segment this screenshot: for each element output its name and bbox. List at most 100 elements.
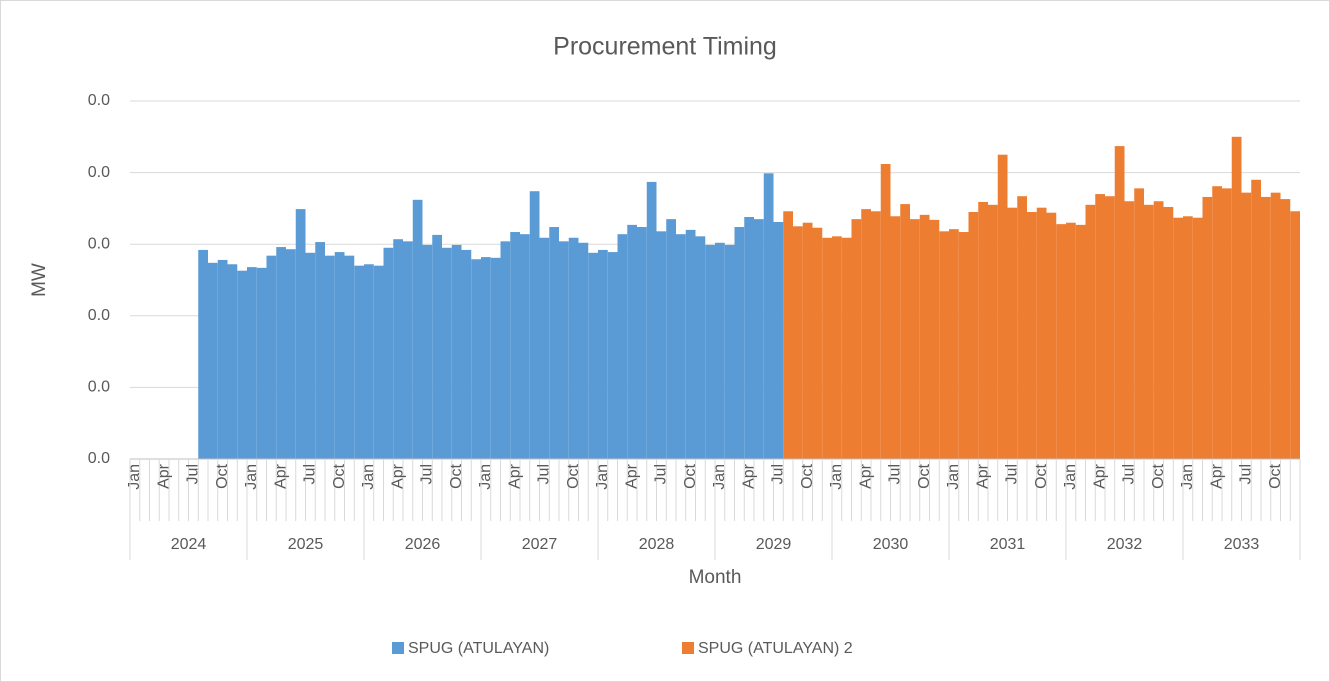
bar bbox=[588, 252, 598, 459]
x-group-label: 2028 bbox=[639, 536, 675, 553]
x-tick-label: Apr bbox=[974, 463, 991, 489]
bar bbox=[256, 267, 267, 459]
bar bbox=[783, 211, 793, 459]
bar bbox=[1163, 206, 1174, 459]
y-tick-label: 0.0 bbox=[88, 92, 110, 109]
bar bbox=[315, 242, 325, 459]
bar bbox=[1192, 217, 1203, 459]
x-group-label: 2031 bbox=[990, 536, 1026, 553]
bar bbox=[1114, 146, 1125, 459]
bar bbox=[1202, 196, 1213, 459]
x-tick-label: Oct bbox=[682, 463, 699, 488]
bar bbox=[793, 226, 803, 459]
bar bbox=[520, 234, 530, 459]
x-axis-label: Month bbox=[689, 567, 742, 588]
x-tick-label: Apr bbox=[155, 463, 172, 489]
bar bbox=[666, 219, 676, 459]
bar bbox=[247, 267, 257, 459]
bar bbox=[1241, 192, 1252, 459]
bar bbox=[919, 214, 930, 459]
bar bbox=[949, 229, 959, 459]
bar bbox=[276, 247, 286, 459]
bar bbox=[403, 241, 413, 459]
x-tick-label: Apr bbox=[1091, 463, 1108, 489]
bar bbox=[295, 209, 306, 459]
x-tick-label: Jan bbox=[477, 464, 494, 490]
bar bbox=[646, 181, 657, 459]
bar bbox=[1056, 224, 1066, 459]
bar bbox=[900, 204, 910, 459]
bar bbox=[383, 247, 394, 459]
x-tick-label: Jan bbox=[828, 464, 845, 490]
x-group-label: 2029 bbox=[756, 536, 792, 553]
bar bbox=[305, 252, 316, 459]
bar bbox=[1105, 196, 1115, 459]
x-tick-label: Oct bbox=[1267, 463, 1284, 488]
y-tick-label: 0.0 bbox=[88, 235, 110, 252]
x-tick-label: Oct bbox=[448, 463, 465, 488]
x-tick-label: Jan bbox=[945, 464, 962, 490]
bar bbox=[510, 232, 520, 459]
legend-label: SPUG (ATULAYAN) bbox=[408, 640, 549, 657]
bar bbox=[978, 201, 988, 459]
x-group-label: 2026 bbox=[405, 536, 441, 553]
x-tick-label: Jul bbox=[1004, 464, 1021, 484]
bar bbox=[344, 255, 355, 459]
x-tick-label: Oct bbox=[1150, 463, 1167, 488]
x-tick-label: Jul bbox=[536, 464, 553, 484]
x-tick-label: Jul bbox=[1238, 464, 1255, 484]
bar bbox=[1153, 201, 1164, 460]
x-tick-label: Jan bbox=[1062, 464, 1079, 490]
bar bbox=[490, 257, 501, 459]
y-tick-label: 0.0 bbox=[88, 307, 110, 324]
bar bbox=[812, 227, 823, 459]
bar bbox=[1231, 136, 1242, 460]
x-tick-label: Apr bbox=[506, 463, 523, 489]
x-group-label: 2024 bbox=[171, 536, 207, 553]
bar bbox=[637, 227, 647, 459]
bar bbox=[217, 259, 228, 459]
bar bbox=[997, 154, 1008, 459]
x-tick-label: Jul bbox=[770, 464, 787, 484]
bar bbox=[568, 237, 579, 459]
x-tick-label: Jan bbox=[1179, 464, 1196, 490]
bar bbox=[208, 262, 218, 459]
bar bbox=[744, 216, 754, 459]
bar bbox=[471, 259, 481, 459]
bar bbox=[715, 242, 725, 459]
bar bbox=[676, 234, 686, 459]
bar bbox=[578, 242, 589, 459]
bar bbox=[481, 257, 491, 459]
x-tick-label: Jul bbox=[302, 464, 319, 484]
bar bbox=[1046, 212, 1057, 459]
bar bbox=[802, 222, 813, 459]
bar bbox=[373, 265, 384, 459]
bar bbox=[432, 234, 442, 459]
bar bbox=[227, 264, 238, 459]
legend-label: SPUG (ATULAYAN) 2 bbox=[698, 640, 853, 657]
bar bbox=[461, 249, 472, 459]
bar bbox=[266, 255, 277, 459]
bar bbox=[1027, 211, 1037, 459]
bar bbox=[442, 247, 452, 459]
bar bbox=[1261, 196, 1271, 459]
x-tick-label: Jan bbox=[126, 464, 143, 490]
x-tick-label: Oct bbox=[214, 463, 231, 488]
bar bbox=[1085, 204, 1096, 459]
bar bbox=[393, 239, 403, 459]
bar bbox=[1134, 188, 1144, 460]
x-group-label: 2025 bbox=[288, 536, 324, 553]
bar bbox=[705, 244, 715, 459]
y-tick-label: 0.0 bbox=[88, 450, 110, 467]
bar bbox=[412, 199, 423, 460]
x-tick-label: Oct bbox=[565, 463, 582, 488]
bar bbox=[851, 219, 862, 459]
bar bbox=[364, 264, 374, 459]
x-tick-label: Oct bbox=[799, 463, 816, 488]
bar bbox=[958, 232, 969, 459]
x-tick-label: Apr bbox=[857, 463, 874, 489]
x-tick-label: Jul bbox=[887, 464, 904, 484]
bar bbox=[451, 244, 462, 459]
bar bbox=[890, 216, 901, 459]
bar bbox=[198, 249, 208, 459]
